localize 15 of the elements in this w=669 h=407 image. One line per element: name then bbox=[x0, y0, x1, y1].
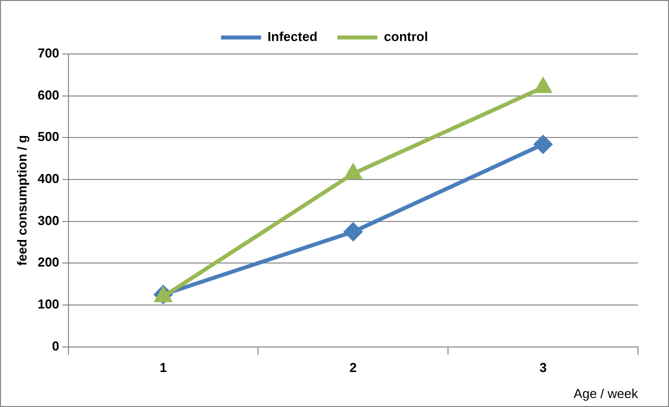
y-tick-label: 200 bbox=[38, 254, 60, 270]
y-tick-label: 400 bbox=[38, 171, 60, 186]
y-tick-label: 300 bbox=[38, 212, 60, 228]
y-tick-label: 500 bbox=[38, 129, 60, 144]
x-tick-label: 2 bbox=[350, 360, 357, 376]
y-tick-label: 0 bbox=[52, 338, 60, 354]
y-axis-title: feed consumption / g bbox=[14, 134, 30, 266]
x-tick-label: 1 bbox=[160, 360, 167, 376]
y-tick-label: 600 bbox=[38, 87, 60, 102]
x-axis-title: Age / week bbox=[574, 386, 638, 401]
y-tick-label: 700 bbox=[38, 46, 60, 61]
legend-label: Infected bbox=[268, 29, 318, 44]
legend-label: control bbox=[384, 29, 428, 44]
y-tick-label: 100 bbox=[38, 296, 60, 312]
x-tick-label: 3 bbox=[539, 360, 547, 376]
